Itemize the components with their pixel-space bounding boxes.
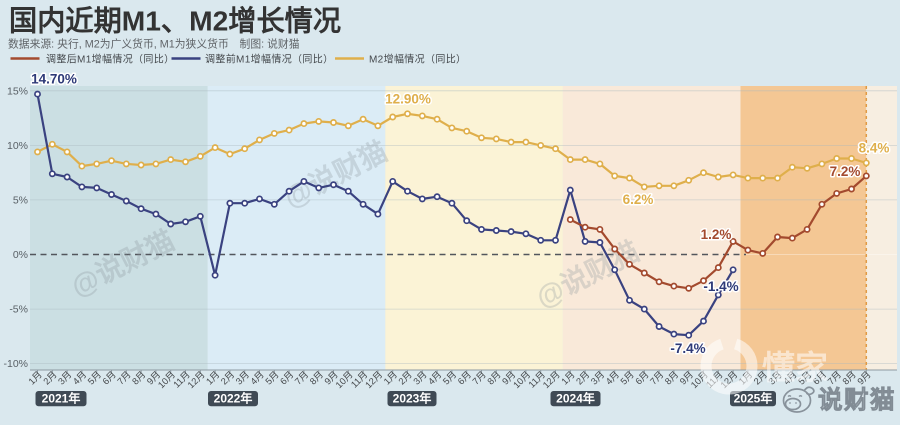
svg-text:调整后M1增幅情况（同比）: 调整后M1增幅情况（同比） [46,53,174,66]
svg-text:1.2%: 1.2% [701,227,732,242]
svg-text:0%: 0% [13,249,28,261]
svg-text:说财猫: 说财猫 [818,386,896,414]
svg-text:-10%: -10% [3,358,28,370]
svg-text:14.70%: 14.70% [31,72,77,87]
svg-text:10%: 10% [7,140,28,152]
svg-text:数据来源: 央行, M2为广义货币, M1为狭义货币 制图:: 数据来源: 央行, M2为广义货币, M1为狭义货币 制图: 说财猫 [8,37,300,51]
svg-text:2021年: 2021年 [42,391,81,406]
svg-text:2023年: 2023年 [393,391,432,406]
svg-text:懂家: 懂家 [762,350,828,387]
svg-text:调整前M1增幅情况（同比）: 调整前M1增幅情况（同比） [205,53,333,66]
svg-text:-7.4%: -7.4% [670,341,705,356]
svg-text:15%: 15% [7,85,28,97]
svg-text:国内近期M1、M2增长情况: 国内近期M1、M2增长情况 [9,5,341,37]
svg-text:6.2%: 6.2% [623,192,654,207]
svg-text:M2增幅情况（同比）: M2增幅情况（同比） [369,53,466,66]
svg-text:-1.4%: -1.4% [703,279,738,294]
svg-text:5%: 5% [13,194,28,206]
svg-text:-5%: -5% [9,304,28,316]
svg-text:12.90%: 12.90% [385,92,431,107]
svg-text:8.4%: 8.4% [859,141,890,156]
svg-text:2022年: 2022年 [214,391,253,406]
svg-text:2024年: 2024年 [556,391,595,406]
svg-text:7.2%: 7.2% [830,164,861,179]
svg-text:2025年: 2025年 [734,391,773,406]
